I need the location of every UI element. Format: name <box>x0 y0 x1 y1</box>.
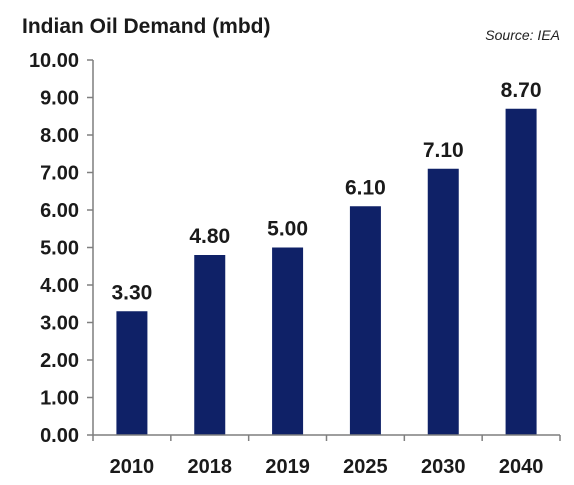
chart-source: Source: IEA <box>485 27 560 43</box>
data-labels: 3.30 4.80 5.00 6.10 7.10 8.70 <box>111 79 541 305</box>
y-tick-label: 5.00 <box>40 238 79 260</box>
y-tick-label: 9.00 <box>40 88 79 110</box>
bar <box>427 168 459 435</box>
data-label: 8.70 <box>501 79 542 102</box>
bar <box>116 311 148 435</box>
x-axis-labels: 2010 2018 2019 2025 2030 2040 <box>110 456 544 478</box>
x-tick-label: 2030 <box>421 456 466 478</box>
y-tick-label: 4.00 <box>40 275 79 297</box>
y-tick-label: 7.00 <box>40 163 79 185</box>
y-tick-label: 2.00 <box>40 350 79 372</box>
x-tick-label: 2010 <box>110 456 155 478</box>
bar <box>349 206 381 435</box>
data-label: 7.10 <box>423 139 464 162</box>
y-tick-label: 6.00 <box>40 200 79 222</box>
data-label: 4.80 <box>189 225 230 248</box>
data-label: 5.00 <box>267 218 308 241</box>
y-axis-labels: 0.00 1.00 2.00 3.00 4.00 5.00 6.00 7.00 8.00 9.00… <box>29 50 79 447</box>
y-tick-label: 0.00 <box>40 425 79 447</box>
x-tick-label: 2018 <box>188 456 233 478</box>
x-tick-label: 2025 <box>343 456 388 478</box>
x-tick-label: 2019 <box>265 456 310 478</box>
y-axis-ticks <box>87 59 93 436</box>
data-label: 3.30 <box>111 281 152 304</box>
bar <box>505 108 537 435</box>
x-axis-ticks <box>92 435 561 441</box>
bar <box>272 247 304 435</box>
axes <box>92 60 560 436</box>
bars <box>116 108 537 435</box>
data-label: 6.10 <box>345 176 386 199</box>
y-tick-label: 3.00 <box>40 313 79 335</box>
y-tick-label: 1.00 <box>40 388 79 410</box>
y-tick-label: 10.00 <box>29 50 79 72</box>
y-tick-label: 8.00 <box>40 125 79 147</box>
x-tick-label: 2040 <box>499 456 544 478</box>
chart-title: Indian Oil Demand (mbd) <box>22 15 271 38</box>
bar <box>194 255 226 435</box>
